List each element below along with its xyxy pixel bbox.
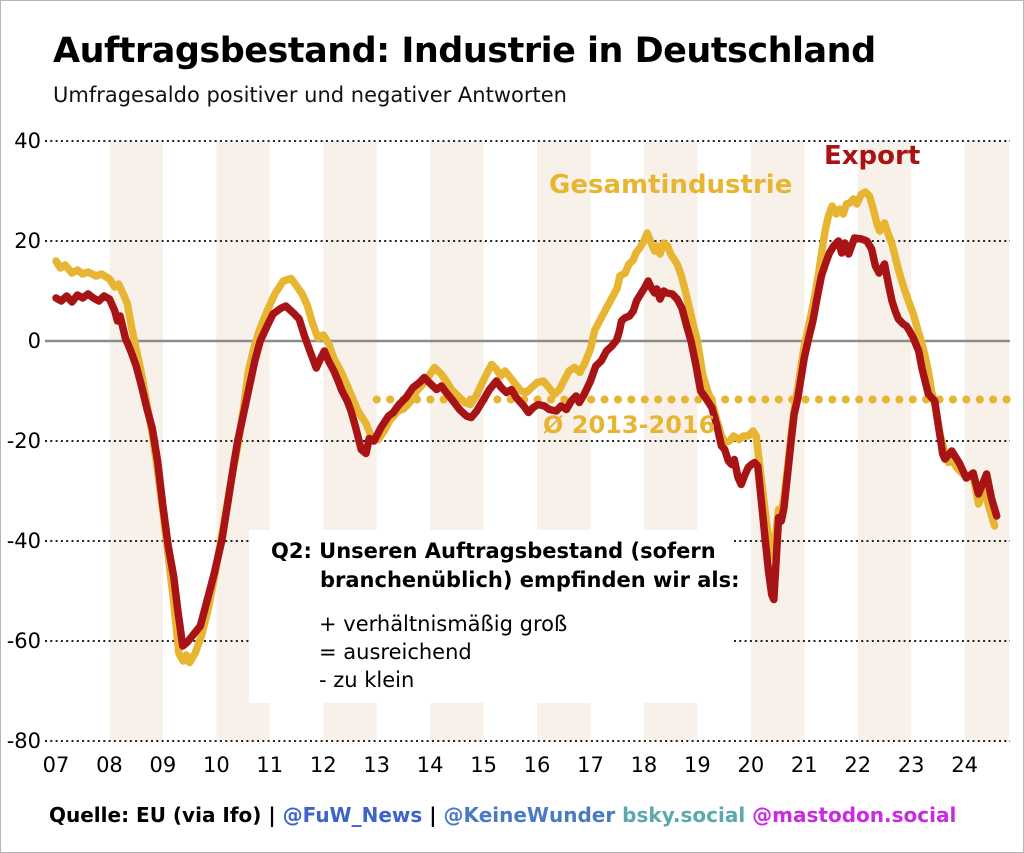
x-axis-tick: 18 <box>630 753 658 777</box>
handle-bsky-social: bsky.social <box>622 803 753 827</box>
y-axis-tick: -20 <box>6 429 41 453</box>
x-axis-tick: 16 <box>523 753 551 777</box>
separator: | <box>422 803 444 827</box>
answer-option-plus: + verhältnismäßig groß <box>319 612 568 636</box>
export-line <box>52 234 1001 650</box>
x-axis-tick: 22 <box>844 753 872 777</box>
page-subtitle: Umfragesaldo positiver und negativer Ant… <box>53 83 567 107</box>
x-axis-tick: 08 <box>96 753 123 777</box>
handle-fuw-news: @FuW_News <box>282 803 423 827</box>
x-axis-tick: 15 <box>470 753 497 777</box>
x-axis-tick: 09 <box>149 753 177 777</box>
average-line-label: Ø 2013-2016 <box>543 411 716 439</box>
y-axis-tick: -40 <box>6 529 41 553</box>
source-caption: Quelle: EU (via Ifo) | @FuW_News | @Kein… <box>49 803 956 827</box>
x-axis-tick: 17 <box>577 753 604 777</box>
question-line-1: Q2: Unseren Auftragsbestand (sofern <box>271 539 716 563</box>
question-annotation-box: Q2: Unseren Auftragsbestand (sofern bran… <box>249 530 740 703</box>
x-axis-tick: 24 <box>951 753 978 777</box>
y-axis-tick: 40 <box>14 129 41 153</box>
x-axis-tick: 21 <box>790 753 818 777</box>
series-label-gesamtindustrie: Gesamtindustrie <box>549 170 793 200</box>
handle-keinewunder: @KeineWunder <box>443 803 623 827</box>
x-axis-tick: 10 <box>202 753 230 777</box>
question-line-2: branchenüblich) empfinden wir als: <box>320 568 740 592</box>
y-axis-tick: 20 <box>14 229 41 253</box>
series-label-export: Export <box>824 141 921 171</box>
year-band <box>964 141 1009 741</box>
answer-option-equal: = ausreichend <box>319 640 472 664</box>
y-axis-tick: -60 <box>6 629 41 653</box>
x-axis-tick: 20 <box>737 753 765 777</box>
x-axis-tick: 13 <box>363 753 391 777</box>
x-axis-tick: 12 <box>309 753 337 777</box>
source-text: Quelle: EU (via Ifo) | <box>49 803 283 827</box>
x-axis-tick: 19 <box>684 753 711 777</box>
y-axis-tick: -80 <box>6 729 41 753</box>
handle-mastodon-social: @mastodon.social <box>752 803 957 827</box>
x-axis-tick: 11 <box>256 753 284 777</box>
x-axis-tick: 14 <box>416 753 444 777</box>
page-title: Auftragsbestand: Industrie in Deutschlan… <box>53 31 876 71</box>
answer-option-minus: - zu klein <box>319 668 415 692</box>
y-axis-tick: 0 <box>27 329 41 353</box>
x-axis-tick: 07 <box>42 753 70 777</box>
x-axis-tick: 23 <box>897 753 925 777</box>
